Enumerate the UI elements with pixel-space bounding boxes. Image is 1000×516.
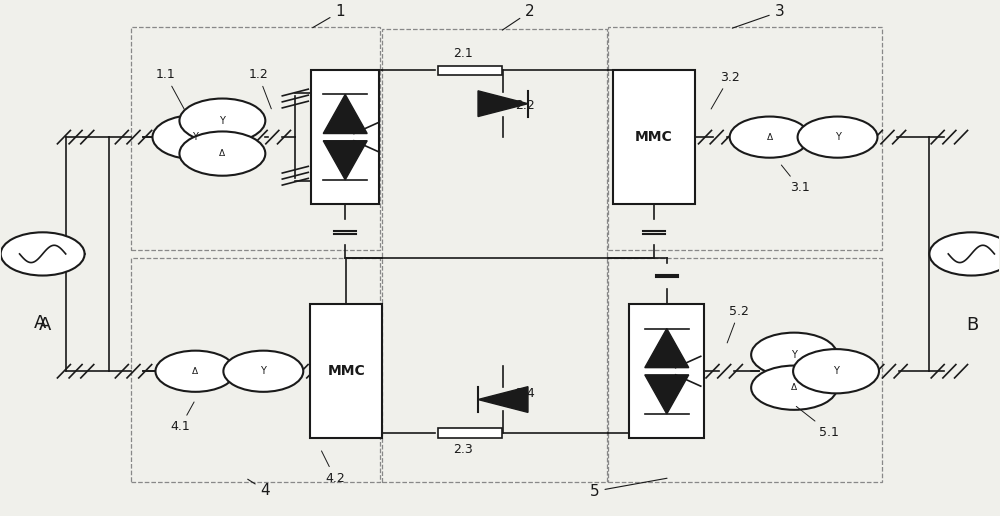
Text: 2.4: 2.4 <box>515 387 535 400</box>
Text: 4.2: 4.2 <box>321 451 345 485</box>
Text: B: B <box>966 316 979 334</box>
Circle shape <box>179 99 265 143</box>
Circle shape <box>730 117 810 158</box>
Bar <box>438 428 502 438</box>
Circle shape <box>1 232 85 276</box>
Text: 4: 4 <box>248 479 270 498</box>
Text: Y: Y <box>260 366 266 376</box>
Polygon shape <box>478 386 528 412</box>
Text: 3.1: 3.1 <box>781 165 809 194</box>
Text: 2: 2 <box>502 4 535 30</box>
Polygon shape <box>323 94 367 134</box>
Text: 5.2: 5.2 <box>727 304 749 343</box>
Text: 5: 5 <box>590 478 667 499</box>
Text: 3.2: 3.2 <box>711 71 739 109</box>
Text: 2.3: 2.3 <box>453 443 473 456</box>
Text: 1: 1 <box>313 4 345 28</box>
Text: MMC: MMC <box>635 130 673 144</box>
Text: 2.1: 2.1 <box>453 47 473 60</box>
Text: Y: Y <box>833 366 839 376</box>
Circle shape <box>751 333 837 377</box>
Text: Δ: Δ <box>791 383 797 392</box>
Bar <box>382 29 607 482</box>
Bar <box>608 258 882 482</box>
Bar <box>629 304 704 438</box>
Circle shape <box>751 365 837 410</box>
Text: A: A <box>34 314 46 331</box>
Circle shape <box>152 115 238 159</box>
Polygon shape <box>478 91 528 117</box>
Text: MMC: MMC <box>327 364 365 378</box>
Text: Y: Y <box>791 350 797 360</box>
Text: 2.2: 2.2 <box>515 99 535 112</box>
Polygon shape <box>323 141 367 180</box>
Text: 3: 3 <box>732 4 784 28</box>
Bar <box>613 70 695 204</box>
Text: A: A <box>39 316 51 334</box>
Circle shape <box>798 117 877 158</box>
Text: Y: Y <box>835 132 840 142</box>
Text: Δ: Δ <box>219 149 225 158</box>
Text: Y: Y <box>219 116 225 126</box>
Text: Y: Y <box>192 132 198 142</box>
Circle shape <box>179 132 265 176</box>
Circle shape <box>223 351 303 392</box>
Text: 1.2: 1.2 <box>248 68 271 109</box>
Bar <box>310 304 382 438</box>
Text: 5.1: 5.1 <box>796 407 839 439</box>
Bar <box>311 70 379 204</box>
Bar <box>608 26 882 250</box>
Text: Δ: Δ <box>192 367 198 376</box>
Circle shape <box>793 349 879 393</box>
Circle shape <box>929 232 1000 276</box>
Polygon shape <box>645 329 689 367</box>
Polygon shape <box>645 375 689 414</box>
Circle shape <box>155 351 235 392</box>
Text: 1.1: 1.1 <box>155 68 184 109</box>
Text: Δ: Δ <box>767 133 773 141</box>
Text: 4.1: 4.1 <box>170 402 194 433</box>
Bar <box>438 66 502 75</box>
Bar <box>131 258 380 482</box>
Bar <box>131 26 380 250</box>
